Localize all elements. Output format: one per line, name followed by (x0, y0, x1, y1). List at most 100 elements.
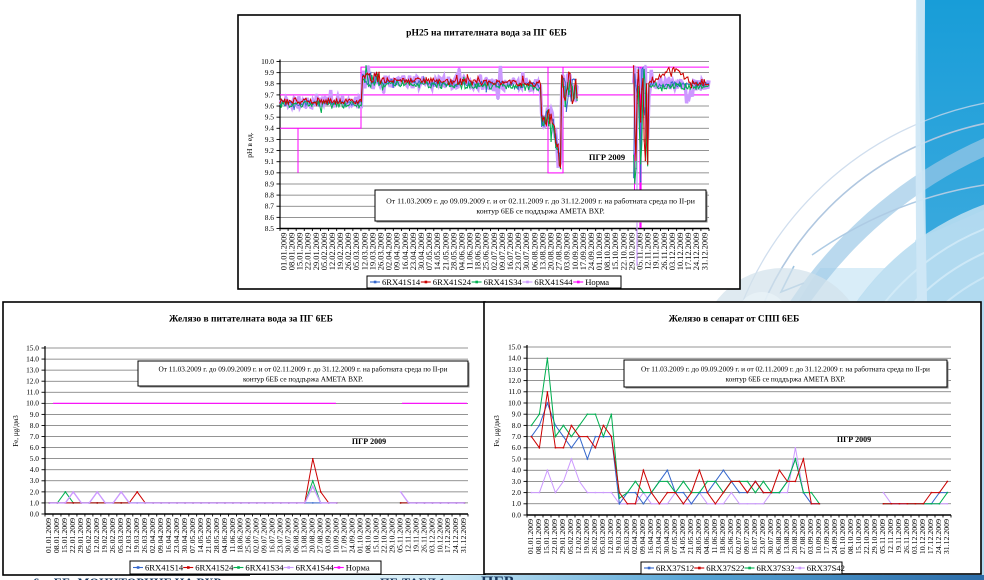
svg-text:16.04.2009: 16.04.2009 (646, 519, 655, 554)
svg-text:23.07.2009: 23.07.2009 (514, 233, 523, 271)
svg-text:05.11.2009: 05.11.2009 (636, 233, 645, 270)
svg-text:29.10.2009: 29.10.2009 (387, 518, 396, 553)
svg-text:4.0: 4.0 (512, 466, 522, 475)
svg-text:01.01.2009: 01.01.2009 (526, 519, 535, 554)
svg-text:03.09.2009: 03.09.2009 (324, 518, 333, 553)
svg-text:От 11.03.2009 г. до 09.09.2009: От 11.03.2009 г. до 09.09.2009 г. и от 0… (641, 365, 930, 374)
svg-text:02.07.2009: 02.07.2009 (490, 233, 499, 271)
svg-text:контур 6ЕБ се поддържа АМЕТА В: контур 6ЕБ се поддържа АМЕТА ВХР. (725, 375, 845, 384)
svg-text:06.08.2009: 06.08.2009 (530, 233, 539, 271)
svg-text:6-и ЕБ: МОНИТОРИНГ НА ВХР: 6-и ЕБ: МОНИТОРИНГ НА ВХР (33, 576, 222, 580)
svg-text:9.5: 9.5 (265, 113, 275, 122)
svg-text:05.11.2009: 05.11.2009 (395, 518, 404, 553)
svg-text:19.02.2009: 19.02.2009 (336, 233, 345, 271)
svg-text:31.12.2009: 31.12.2009 (700, 233, 709, 271)
svg-text:6RX41S14: 6RX41S14 (382, 277, 421, 287)
svg-text:26.02.2009: 26.02.2009 (108, 518, 117, 553)
svg-text:ПГР 2009: ПГР 2009 (837, 435, 871, 444)
svg-text:08.10.2009: 08.10.2009 (603, 233, 612, 271)
svg-text:26.02.2009: 26.02.2009 (344, 233, 353, 271)
svg-text:19.11.2009: 19.11.2009 (894, 519, 903, 554)
svg-text:16.04.2009: 16.04.2009 (164, 518, 173, 553)
svg-text:20.08.2009: 20.08.2009 (308, 518, 317, 553)
svg-text:29.10.2009: 29.10.2009 (627, 233, 636, 271)
svg-text:0.0: 0.0 (512, 510, 522, 519)
svg-text:23.04.2009: 23.04.2009 (172, 518, 181, 553)
svg-text:11.06.2009: 11.06.2009 (228, 518, 237, 553)
svg-text:24.09.2009: 24.09.2009 (830, 519, 839, 554)
svg-text:17.09.2009: 17.09.2009 (579, 233, 588, 271)
svg-text:30.04.2009: 30.04.2009 (417, 233, 426, 271)
svg-text:17.12.2009: 17.12.2009 (443, 518, 452, 553)
svg-text:14.0: 14.0 (26, 354, 39, 363)
svg-text:14.05.2009: 14.05.2009 (678, 519, 687, 554)
svg-text:12.11.2009: 12.11.2009 (886, 519, 895, 554)
svg-text:6RX41S44: 6RX41S44 (534, 277, 573, 287)
svg-text:9.6: 9.6 (265, 101, 275, 110)
svg-text:10.12.2009: 10.12.2009 (918, 519, 927, 554)
svg-text:5.0: 5.0 (30, 454, 40, 463)
svg-text:30.07.2009: 30.07.2009 (766, 519, 775, 554)
svg-text:ПГР 2009: ПГР 2009 (352, 437, 386, 446)
svg-text:28.05.2009: 28.05.2009 (449, 233, 458, 271)
svg-text:6.0: 6.0 (30, 443, 40, 452)
svg-text:23.07.2009: 23.07.2009 (276, 518, 285, 553)
svg-text:16.07.2009: 16.07.2009 (750, 519, 759, 554)
svg-text:27.08.2009: 27.08.2009 (798, 519, 807, 554)
svg-text:19.02.2009: 19.02.2009 (582, 519, 591, 554)
svg-text:13.0: 13.0 (26, 366, 39, 375)
svg-text:15.10.2009: 15.10.2009 (611, 233, 620, 271)
svg-text:22.10.2009: 22.10.2009 (619, 233, 628, 271)
svg-text:ПГ-ТАБЛ.1: ПГ-ТАБЛ.1 (380, 576, 445, 580)
svg-text:26.03.2009: 26.03.2009 (140, 518, 149, 553)
svg-text:12.11.2009: 12.11.2009 (644, 233, 653, 270)
svg-text:06.08.2009: 06.08.2009 (774, 519, 783, 554)
svg-text:05.03.2009: 05.03.2009 (116, 518, 125, 553)
svg-text:9.0: 9.0 (265, 168, 275, 177)
svg-text:5.0: 5.0 (512, 454, 522, 463)
svg-text:22.01.2009: 22.01.2009 (550, 519, 559, 554)
svg-text:04.06.2009: 04.06.2009 (220, 518, 229, 553)
svg-text:9.4: 9.4 (265, 124, 275, 133)
svg-text:Норма: Норма (585, 277, 609, 287)
svg-text:15.01.2009: 15.01.2009 (60, 518, 69, 553)
svg-text:12.02.2009: 12.02.2009 (574, 519, 583, 554)
svg-text:9.1: 9.1 (265, 157, 275, 166)
svg-text:6RX41S44: 6RX41S44 (296, 562, 335, 572)
svg-text:6RX41S34: 6RX41S34 (245, 562, 284, 572)
svg-text:15.10.2009: 15.10.2009 (371, 518, 380, 553)
svg-text:30.07.2009: 30.07.2009 (284, 518, 293, 553)
svg-text:20.08.2009: 20.08.2009 (546, 233, 555, 271)
svg-text:13.0: 13.0 (508, 365, 521, 374)
svg-text:9.9: 9.9 (265, 68, 275, 77)
svg-text:9.3: 9.3 (265, 135, 275, 144)
svg-text:26.03.2009: 26.03.2009 (377, 233, 386, 271)
svg-text:1.0: 1.0 (30, 498, 40, 507)
svg-text:01.01.2009: 01.01.2009 (44, 518, 53, 553)
svg-text:02.04.2009: 02.04.2009 (385, 233, 394, 271)
svg-text:Fe, µg/дм3: Fe, µg/дм3 (493, 415, 501, 447)
svg-text:27.08.2009: 27.08.2009 (555, 233, 564, 271)
svg-text:11.06.2009: 11.06.2009 (466, 233, 475, 270)
svg-text:07.05.2009: 07.05.2009 (188, 518, 197, 553)
svg-text:6RX41S14: 6RX41S14 (145, 562, 184, 572)
svg-text:10.12.2009: 10.12.2009 (676, 233, 685, 271)
svg-text:12.03.2009: 12.03.2009 (606, 519, 615, 554)
svg-text:26.03.2009: 26.03.2009 (622, 519, 631, 554)
svg-text:Норма: Норма (346, 562, 370, 572)
svg-text:24.09.2009: 24.09.2009 (347, 518, 356, 553)
svg-text:2.0: 2.0 (30, 487, 40, 496)
svg-text:31.12.2009: 31.12.2009 (459, 518, 468, 553)
svg-text:19.03.2009: 19.03.2009 (368, 233, 377, 271)
svg-text:24.12.2009: 24.12.2009 (934, 519, 943, 554)
svg-text:12.03.2009: 12.03.2009 (360, 233, 369, 271)
svg-text:1.0: 1.0 (512, 499, 522, 508)
svg-text:05.02.2009: 05.02.2009 (566, 519, 575, 554)
svg-text:01.10.2009: 01.10.2009 (838, 519, 847, 554)
svg-text:15.0: 15.0 (26, 343, 39, 352)
svg-text:02.04.2009: 02.04.2009 (630, 519, 639, 554)
svg-text:27.08.2009: 27.08.2009 (316, 518, 325, 553)
svg-text:24.09.2009: 24.09.2009 (587, 233, 596, 271)
svg-text:30.04.2009: 30.04.2009 (662, 519, 671, 554)
svg-text:11.0: 11.0 (508, 387, 521, 396)
